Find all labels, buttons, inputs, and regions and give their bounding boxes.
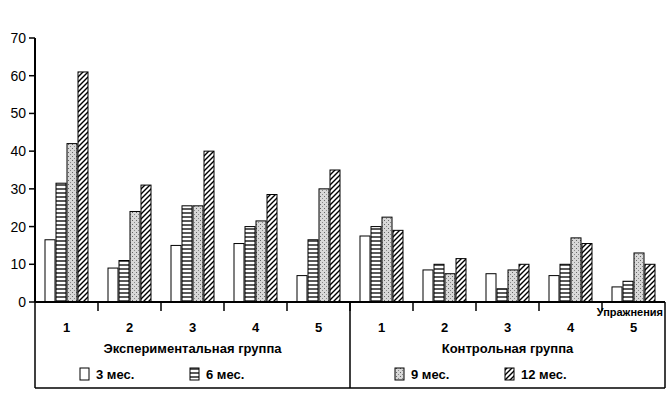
box-line <box>34 302 36 388</box>
legend-label: 3 мес. <box>96 367 134 382</box>
bar <box>445 274 455 302</box>
bar <box>193 206 203 302</box>
x-tick <box>160 302 162 311</box>
y-tick-label: 60 <box>10 68 26 84</box>
x-tick <box>223 302 225 311</box>
y-tick-label: 20 <box>10 219 26 235</box>
bar <box>67 144 77 302</box>
bar <box>319 189 329 302</box>
bar <box>171 245 181 302</box>
bar <box>623 281 633 302</box>
bar <box>645 264 655 302</box>
bar <box>256 221 266 302</box>
legend-swatch <box>80 368 89 380</box>
bar <box>182 206 192 302</box>
x-tick-label: 5 <box>315 320 322 335</box>
x-tick-label: 3 <box>504 320 511 335</box>
bar <box>267 195 277 302</box>
legend-swatch <box>395 368 404 380</box>
bar <box>549 276 559 302</box>
bar <box>297 276 307 302</box>
x-tick <box>412 302 414 311</box>
x-tick-label: 1 <box>378 320 385 335</box>
bar <box>56 183 66 302</box>
x-tick <box>475 302 477 311</box>
bar <box>393 230 403 302</box>
box-line <box>664 302 666 388</box>
bar <box>45 240 55 302</box>
bar <box>423 270 433 302</box>
bar <box>582 244 592 302</box>
bar <box>612 287 622 302</box>
bar <box>308 240 318 302</box>
bar <box>571 238 581 302</box>
bar <box>204 151 214 302</box>
bar <box>108 268 118 302</box>
legend-swatch <box>190 368 199 380</box>
bar <box>519 264 529 302</box>
y-tick-label: 10 <box>10 256 26 272</box>
bar <box>382 217 392 302</box>
bar <box>119 261 129 302</box>
bars <box>45 72 655 302</box>
x-tick <box>286 302 288 311</box>
bar <box>434 264 444 302</box>
legend-label: 6 мес. <box>206 367 244 382</box>
bar <box>634 253 644 302</box>
group-label: Экспериментальная группа <box>103 341 282 356</box>
group-label: Контрольная группа <box>442 341 574 356</box>
bar <box>330 170 340 302</box>
bar <box>234 244 244 302</box>
y-tick-label: 40 <box>10 143 26 159</box>
legend-label: 12 мес. <box>521 367 567 382</box>
x-tick <box>538 302 540 311</box>
bar <box>560 264 570 302</box>
bar <box>497 289 507 302</box>
y-tick-label: 0 <box>18 294 26 310</box>
chart-container: 0 10 20 30 40 50 60 70 1 2 3 4 5 1 2 3 4 5 Упражнения Экспе… <box>0 0 668 396</box>
chart: 0 10 20 30 40 50 60 70 1 2 3 4 5 1 2 3 4 5 Упражнения Экспе… <box>0 0 668 396</box>
x-tick-label: 2 <box>126 320 133 335</box>
x-tick-label: 2 <box>441 320 448 335</box>
bar <box>371 227 381 302</box>
group-separator <box>349 302 351 388</box>
y-tick-label: 30 <box>10 181 26 197</box>
x-tick-label: 4 <box>567 320 575 335</box>
bar <box>360 236 370 302</box>
bar <box>141 185 151 302</box>
x-tick-label: 4 <box>252 320 260 335</box>
x-tick-label: 3 <box>189 320 196 335</box>
x-tick-label: 5 <box>630 320 637 335</box>
x-tick <box>97 302 99 311</box>
bar <box>508 270 518 302</box>
y-tick-label: 70 <box>10 30 26 46</box>
legend-label: 9 мес. <box>411 367 449 382</box>
bar <box>78 72 88 302</box>
bar <box>456 259 466 302</box>
x-axis-label: Упражнения <box>597 306 663 318</box>
legend-swatch <box>505 368 514 380</box>
bar <box>130 211 140 302</box>
y-axis <box>34 38 36 302</box>
bar <box>486 274 496 302</box>
y-tick-label: 50 <box>10 105 26 121</box>
bar <box>245 227 255 302</box>
x-tick-label: 1 <box>63 320 70 335</box>
